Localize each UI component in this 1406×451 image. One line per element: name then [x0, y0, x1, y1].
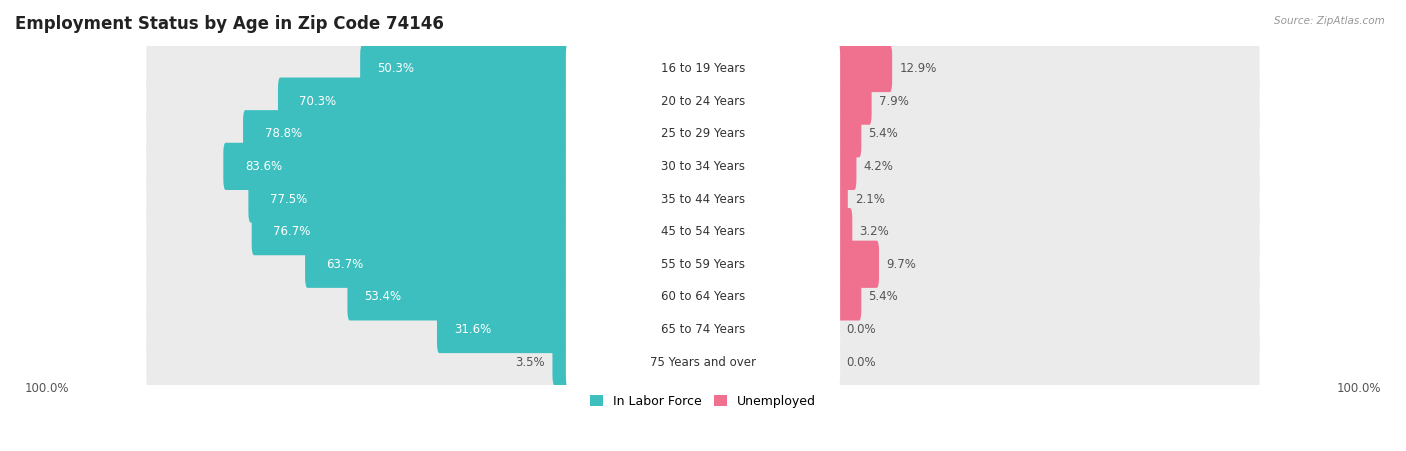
FancyBboxPatch shape	[565, 334, 841, 390]
FancyBboxPatch shape	[565, 171, 841, 227]
Text: 55 to 59 Years: 55 to 59 Years	[661, 258, 745, 271]
FancyBboxPatch shape	[146, 303, 1260, 357]
Text: 60 to 64 Years: 60 to 64 Years	[661, 290, 745, 304]
FancyBboxPatch shape	[565, 269, 841, 325]
FancyBboxPatch shape	[437, 306, 572, 353]
FancyBboxPatch shape	[834, 45, 893, 92]
FancyBboxPatch shape	[834, 273, 862, 321]
FancyBboxPatch shape	[146, 270, 1260, 324]
FancyBboxPatch shape	[347, 273, 572, 321]
FancyBboxPatch shape	[278, 78, 572, 125]
Text: 12.9%: 12.9%	[900, 62, 936, 75]
Text: 3.5%: 3.5%	[516, 356, 546, 368]
Text: 7.9%: 7.9%	[879, 95, 908, 108]
Text: 53.4%: 53.4%	[364, 290, 401, 304]
FancyBboxPatch shape	[360, 45, 572, 92]
Text: 65 to 74 Years: 65 to 74 Years	[661, 323, 745, 336]
FancyBboxPatch shape	[834, 208, 852, 255]
FancyBboxPatch shape	[146, 237, 1260, 291]
FancyBboxPatch shape	[146, 41, 1260, 96]
Text: 16 to 19 Years: 16 to 19 Years	[661, 62, 745, 75]
FancyBboxPatch shape	[146, 107, 1260, 161]
Text: 2.1%: 2.1%	[855, 193, 884, 206]
FancyBboxPatch shape	[565, 204, 841, 259]
Text: 4.2%: 4.2%	[863, 160, 893, 173]
FancyBboxPatch shape	[834, 241, 879, 288]
Text: 76.7%: 76.7%	[273, 225, 311, 238]
Text: 5.4%: 5.4%	[869, 290, 898, 304]
Text: 83.6%: 83.6%	[245, 160, 283, 173]
FancyBboxPatch shape	[565, 106, 841, 161]
FancyBboxPatch shape	[243, 110, 572, 157]
Text: 77.5%: 77.5%	[270, 193, 307, 206]
FancyBboxPatch shape	[834, 143, 856, 190]
FancyBboxPatch shape	[146, 74, 1260, 128]
Text: 20 to 24 Years: 20 to 24 Years	[661, 95, 745, 108]
FancyBboxPatch shape	[834, 175, 848, 223]
FancyBboxPatch shape	[305, 241, 572, 288]
FancyBboxPatch shape	[252, 208, 572, 255]
Text: 78.8%: 78.8%	[264, 127, 302, 140]
Legend: In Labor Force, Unemployed: In Labor Force, Unemployed	[585, 390, 821, 413]
FancyBboxPatch shape	[224, 143, 572, 190]
Text: 31.6%: 31.6%	[454, 323, 491, 336]
Text: 75 Years and over: 75 Years and over	[650, 356, 756, 368]
Text: 0.0%: 0.0%	[846, 356, 876, 368]
Text: 25 to 29 Years: 25 to 29 Years	[661, 127, 745, 140]
FancyBboxPatch shape	[146, 335, 1260, 389]
FancyBboxPatch shape	[249, 175, 572, 223]
Text: 70.3%: 70.3%	[299, 95, 336, 108]
Text: 9.7%: 9.7%	[886, 258, 917, 271]
FancyBboxPatch shape	[834, 110, 862, 157]
FancyBboxPatch shape	[565, 302, 841, 357]
FancyBboxPatch shape	[834, 78, 872, 125]
Text: Source: ZipAtlas.com: Source: ZipAtlas.com	[1274, 16, 1385, 26]
FancyBboxPatch shape	[565, 138, 841, 194]
Text: 30 to 34 Years: 30 to 34 Years	[661, 160, 745, 173]
FancyBboxPatch shape	[146, 139, 1260, 193]
Text: 45 to 54 Years: 45 to 54 Years	[661, 225, 745, 238]
Text: 35 to 44 Years: 35 to 44 Years	[661, 193, 745, 206]
FancyBboxPatch shape	[565, 236, 841, 292]
Text: 100.0%: 100.0%	[1337, 382, 1382, 396]
FancyBboxPatch shape	[565, 41, 841, 97]
FancyBboxPatch shape	[553, 339, 572, 386]
FancyBboxPatch shape	[565, 73, 841, 129]
Text: 100.0%: 100.0%	[24, 382, 69, 396]
Text: 3.2%: 3.2%	[859, 225, 889, 238]
Text: 50.3%: 50.3%	[377, 62, 413, 75]
FancyBboxPatch shape	[146, 205, 1260, 259]
Text: 63.7%: 63.7%	[326, 258, 364, 271]
Text: Employment Status by Age in Zip Code 74146: Employment Status by Age in Zip Code 741…	[15, 15, 444, 33]
Text: 0.0%: 0.0%	[846, 323, 876, 336]
FancyBboxPatch shape	[146, 172, 1260, 226]
Text: 5.4%: 5.4%	[869, 127, 898, 140]
